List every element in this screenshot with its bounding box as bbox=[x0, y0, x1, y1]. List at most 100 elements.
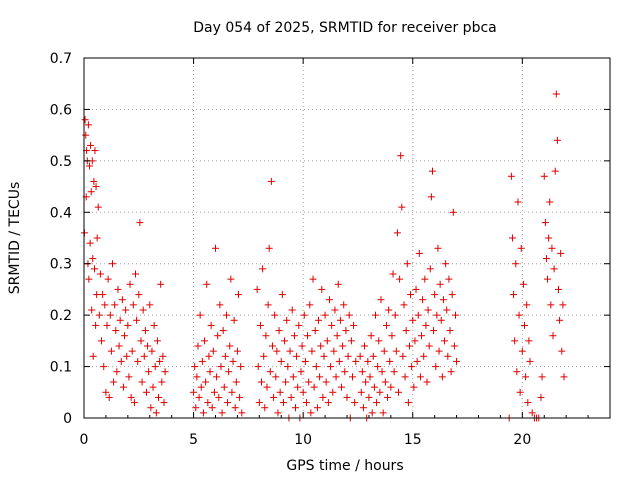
data-point bbox=[274, 409, 282, 417]
data-point bbox=[133, 316, 141, 324]
data-point bbox=[208, 404, 216, 412]
y-tick-label: 0 bbox=[63, 411, 72, 427]
data-point bbox=[82, 131, 90, 139]
data-point bbox=[332, 373, 340, 381]
y-tick-label: 0.6 bbox=[50, 102, 72, 118]
data-point bbox=[521, 321, 529, 329]
data-point bbox=[553, 136, 561, 144]
data-point bbox=[525, 337, 533, 345]
data-point bbox=[410, 383, 418, 391]
data-point bbox=[316, 373, 324, 381]
data-point bbox=[277, 357, 285, 365]
data-point bbox=[428, 167, 436, 175]
data-point bbox=[221, 352, 229, 360]
data-point bbox=[291, 404, 299, 412]
data-point bbox=[421, 275, 429, 283]
x-tick-label: 0 bbox=[80, 432, 89, 448]
data-point bbox=[222, 311, 230, 319]
data-point bbox=[433, 311, 441, 319]
data-point bbox=[220, 383, 228, 391]
data-point bbox=[106, 311, 114, 319]
data-point bbox=[526, 357, 534, 365]
data-point bbox=[238, 409, 246, 417]
data-point bbox=[275, 327, 283, 335]
data-point bbox=[389, 270, 397, 278]
data-point bbox=[333, 332, 341, 340]
data-point bbox=[560, 373, 568, 381]
data-point bbox=[100, 363, 108, 371]
data-point bbox=[369, 352, 377, 360]
data-point bbox=[334, 280, 342, 288]
data-point bbox=[103, 321, 111, 329]
data-point bbox=[107, 347, 115, 355]
data-point bbox=[233, 347, 241, 355]
data-point bbox=[448, 291, 456, 299]
data-point bbox=[390, 368, 398, 376]
data-point bbox=[85, 275, 93, 283]
data-point bbox=[434, 244, 442, 252]
data-point bbox=[315, 316, 323, 324]
y-axis-label: SRMTID / TECUs bbox=[7, 182, 23, 295]
data-point bbox=[313, 404, 321, 412]
data-point bbox=[352, 357, 360, 365]
data-point bbox=[382, 321, 390, 329]
data-point bbox=[418, 332, 426, 340]
data-point bbox=[385, 306, 393, 314]
data-point bbox=[514, 198, 522, 206]
data-point bbox=[558, 347, 566, 355]
data-point bbox=[114, 285, 122, 293]
data-point bbox=[409, 316, 417, 324]
data-point bbox=[190, 388, 198, 396]
data-point bbox=[443, 306, 451, 314]
data-point bbox=[198, 357, 206, 365]
data-point bbox=[408, 363, 416, 371]
data-point bbox=[373, 399, 381, 407]
data-point bbox=[138, 378, 146, 386]
data-point bbox=[341, 368, 349, 376]
data-point bbox=[299, 388, 307, 396]
data-point bbox=[302, 399, 310, 407]
data-point bbox=[136, 219, 144, 227]
data-point bbox=[261, 404, 269, 412]
data-point bbox=[557, 249, 565, 257]
data-point bbox=[311, 327, 319, 335]
data-point bbox=[101, 301, 109, 309]
data-point bbox=[158, 378, 166, 386]
data-point bbox=[400, 301, 408, 309]
data-point bbox=[152, 409, 160, 417]
data-point bbox=[513, 368, 521, 376]
data-point bbox=[415, 249, 423, 257]
data-point bbox=[380, 347, 388, 355]
y-tick-label: 0.7 bbox=[50, 51, 72, 67]
data-point bbox=[405, 342, 413, 350]
data-point bbox=[255, 399, 263, 407]
data-point bbox=[556, 316, 564, 324]
data-point bbox=[381, 378, 389, 386]
data-point bbox=[288, 306, 296, 314]
data-point bbox=[364, 357, 372, 365]
data-point bbox=[308, 347, 316, 355]
data-point bbox=[283, 316, 291, 324]
data-point bbox=[358, 368, 366, 376]
data-point bbox=[134, 357, 142, 365]
data-point bbox=[231, 404, 239, 412]
data-point bbox=[546, 198, 554, 206]
y-tick-label: 0.2 bbox=[50, 308, 72, 324]
data-point bbox=[217, 363, 225, 371]
data-point bbox=[202, 378, 210, 386]
data-point bbox=[147, 404, 155, 412]
data-point bbox=[419, 296, 427, 304]
data-point bbox=[270, 393, 278, 401]
data-point bbox=[516, 388, 524, 396]
data-point bbox=[420, 352, 428, 360]
data-point bbox=[263, 383, 271, 391]
data-point bbox=[348, 373, 356, 381]
data-point bbox=[338, 383, 346, 391]
data-point bbox=[548, 244, 556, 252]
data-point bbox=[395, 388, 403, 396]
data-point bbox=[340, 301, 348, 309]
data-point bbox=[279, 399, 287, 407]
data-point bbox=[230, 316, 238, 324]
data-point bbox=[432, 363, 440, 371]
data-point bbox=[212, 244, 219, 252]
